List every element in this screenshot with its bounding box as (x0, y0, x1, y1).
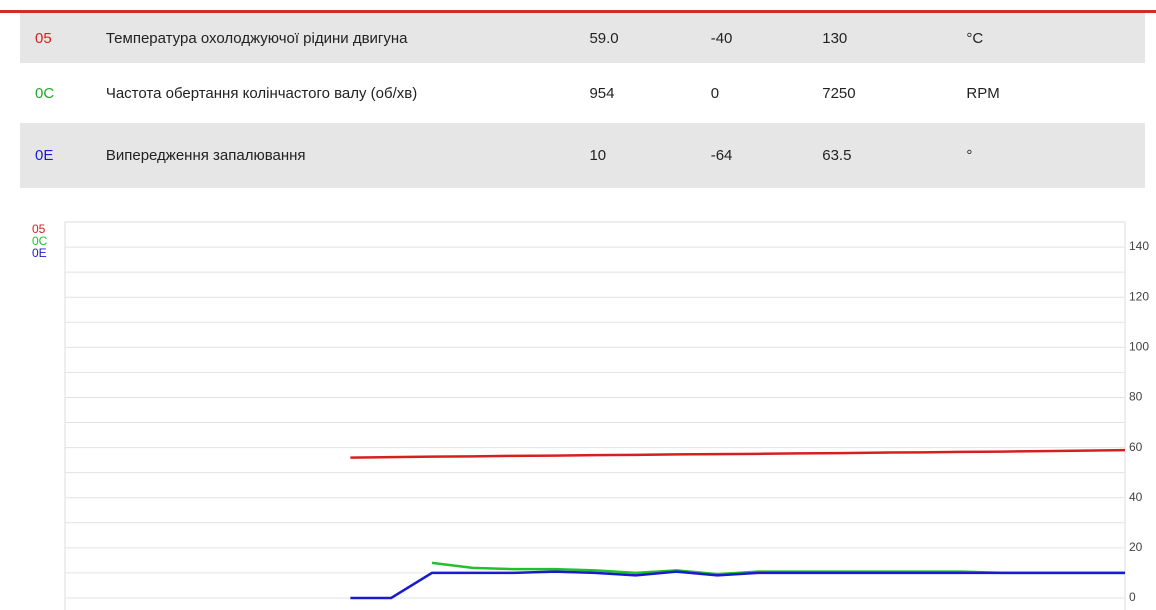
table-cell: 59.0 (574, 13, 696, 63)
plot-frame (64, 221, 1126, 610)
y-tick-label: 60 (1129, 440, 1143, 454)
table-cell: RPM (966, 84, 1000, 102)
y-tick-label: 120 (1129, 289, 1149, 303)
table-cell: ° (951, 123, 1145, 188)
y-tick-label: 80 (1129, 390, 1143, 404)
table-cell: 0 (710, 84, 720, 102)
legend-entry: 05 (32, 222, 46, 236)
table-cell: -64 (695, 123, 808, 188)
table-cell: 954 (589, 84, 615, 102)
y-tick-label: 20 (1129, 540, 1143, 554)
table-row: 0E Випередження запалювання 10 -64 63.5 ° (20, 123, 1145, 188)
table-cell: 63.5 (807, 123, 952, 188)
table-cell: 05 (20, 13, 91, 63)
table-cell: Частота обертання колінчастого валу (об/… (105, 84, 418, 102)
table-row: 05 Температура охолоджуючої рідини двигун… (20, 13, 1145, 63)
table-cell: 7250 (822, 84, 856, 102)
table-cell: -40 (695, 13, 808, 63)
top-bar (0, 10, 1156, 13)
pid-table: 05 Температура охолоджуючої рідини двигун… (20, 13, 1145, 188)
y-tick-label: 0 (1129, 590, 1136, 604)
legend-entry: 0E (32, 246, 47, 260)
table-cell: 10 (574, 123, 696, 188)
table-row: 0C Частота обертання колінчастого валу (о… (20, 63, 1145, 123)
table-cell: 130 (807, 13, 952, 63)
data-line (350, 570, 1125, 600)
y-tick-label: 100 (1129, 339, 1149, 353)
legend-entry: 0C (32, 234, 48, 248)
table-cell: 0E (20, 123, 91, 188)
table-cell: °C (951, 13, 1145, 63)
table-cell: Температура охолоджуючої рідини двигуна (90, 13, 575, 63)
table-cell: Випередження запалювання (90, 123, 575, 188)
y-tick-label: 140 (1129, 239, 1149, 253)
table-cell: 0C (35, 84, 55, 102)
data-line (350, 448, 1126, 459)
y-tick-label: 40 (1129, 490, 1143, 504)
